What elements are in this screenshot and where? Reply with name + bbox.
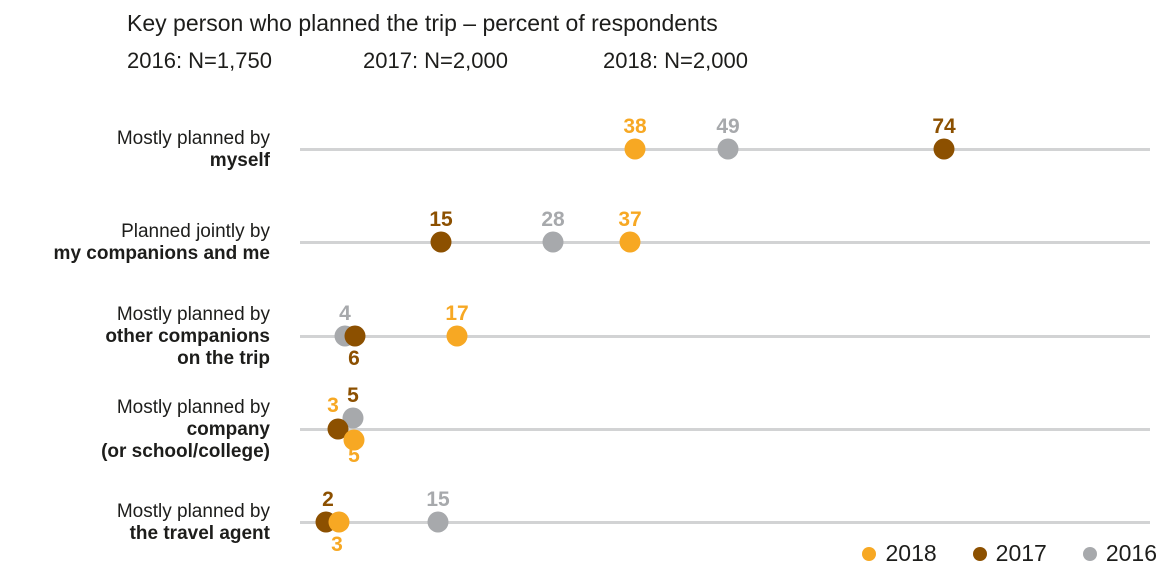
legend-label: 2016 [1105,540,1157,566]
value-label-2016: 28 [541,208,565,231]
value-label-2018: 37 [618,208,642,231]
value-label-2016: 5 [347,384,359,407]
grid-line [300,521,1150,524]
dot-2016 [717,138,739,160]
legend-label: 2017 [995,540,1047,566]
row-label-line: Mostly planned by [116,501,270,522]
2016-legend-dot-icon [1082,546,1097,561]
sample-size-2018: 2018: N=2,000 [603,48,748,73]
row-label-line: Mostly planned by [116,304,270,325]
value-label-2018: 17 [445,302,469,325]
row-label: Planned jointly by my companions and me [40,221,270,265]
value-label-2018: 3 [331,533,343,556]
legend: 2018 2017 2016 [862,542,1157,565]
row-label-line: company [186,419,270,440]
dot-2018 [624,138,646,160]
dot-2017 [327,418,349,440]
value-label-2017: 74 [932,115,956,138]
dot-2017 [344,325,366,347]
dot-2016 [342,407,364,429]
value-label-2018: 5 [348,444,360,467]
row-label: Mostly planned by company (or school/colle… [40,397,270,463]
row-label-line: my companions and me [53,243,270,264]
chart-title: Key person who planned the trip – percen… [127,10,718,36]
dot-2016 [542,231,564,253]
grid-line [300,428,1150,431]
row-label: Mostly planned by other companions on the … [40,304,270,370]
dot-2018 [343,429,365,451]
legend-item-2016: 2016 [1082,540,1157,566]
legend-item-2017: 2017 [972,540,1047,566]
row-label: Mostly planned by the travel agent [40,501,270,545]
value-label-2017: 6 [348,347,360,370]
dot-2018 [328,511,350,533]
value-label-2016: 15 [426,488,450,511]
dot-2017 [430,231,452,253]
grid-line [300,241,1150,244]
2018-legend-dot-icon [862,546,877,561]
row-label-line: myself [209,150,270,171]
value-label-2016: 49 [716,115,740,138]
value-label-2016: 4 [339,302,351,325]
row-label-line: on the trip [177,348,270,369]
sample-size-2016: 2016: N=1,750 [127,48,272,73]
row-label-line: other companions [105,326,270,347]
2017-legend-dot-icon [972,546,987,561]
sample-size-2017: 2017: N=2,000 [363,48,508,73]
value-label-2017: 3 [327,394,339,417]
row-label-line: (or school/college) [101,441,270,462]
row-label-line: Mostly planned by [116,128,270,149]
dot-2018 [619,231,641,253]
legend-label: 2018 [885,540,937,566]
dot-2017 [933,138,955,160]
grid-line [300,335,1150,338]
row-label-line: Planned jointly by [121,221,270,242]
legend-item-2018: 2018 [862,540,937,566]
dot-2018 [446,325,468,347]
row-label: Mostly planned by myself [40,128,270,172]
row-label-line: the travel agent [129,523,270,544]
value-label-2018: 38 [623,115,647,138]
row-label-line: Mostly planned by [116,397,270,418]
value-label-2017: 15 [429,208,453,231]
dot-2016 [427,511,449,533]
value-label-2017: 2 [322,488,334,511]
